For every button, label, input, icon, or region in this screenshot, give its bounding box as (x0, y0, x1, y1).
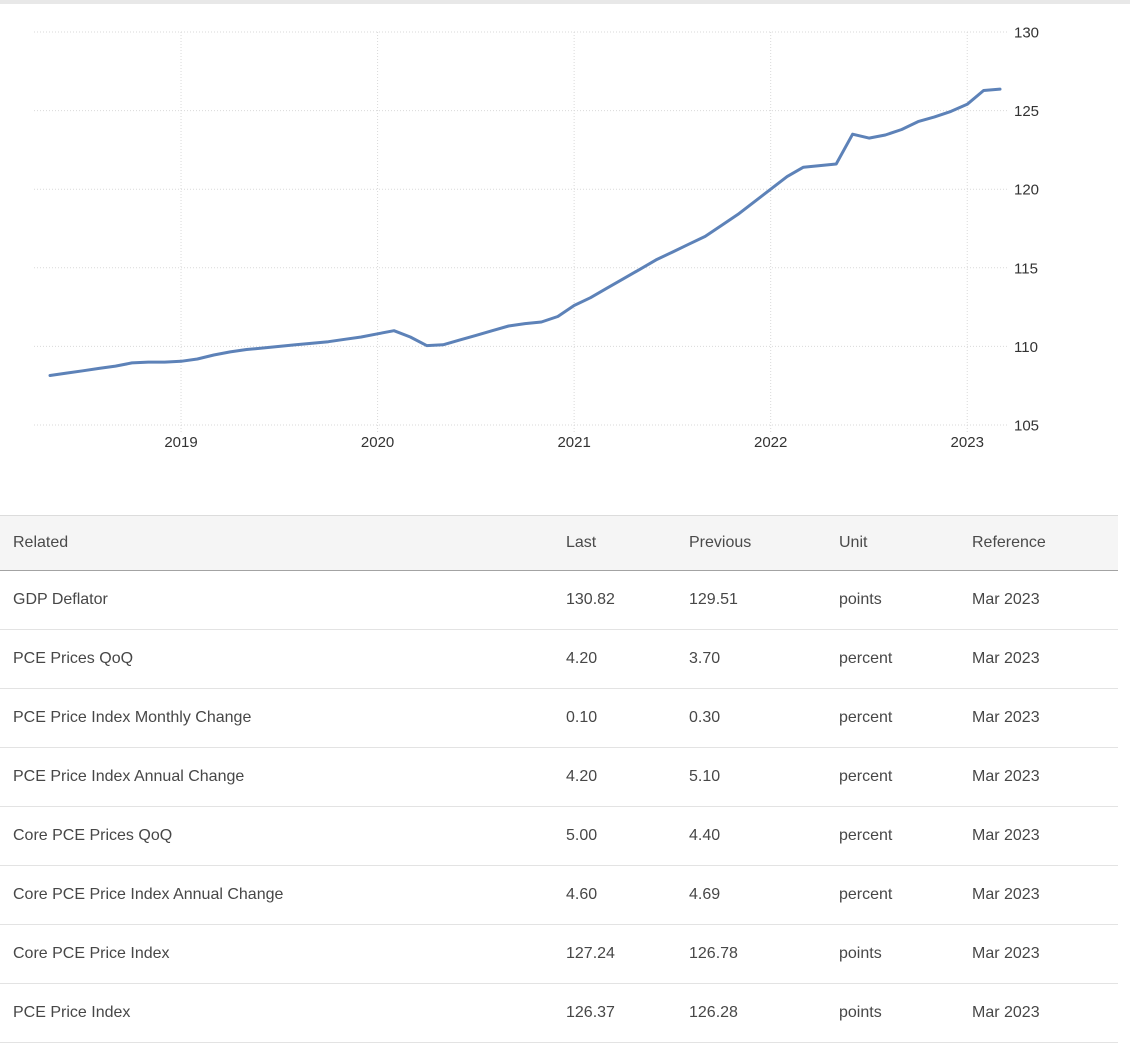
unit-label: percent (839, 806, 972, 866)
col-header-related: Related (0, 515, 566, 571)
last-value: 130.82 (566, 570, 689, 630)
last-value: 4.20 (566, 629, 689, 689)
previous-value: 5.10 (689, 747, 839, 807)
last-value: 0.10 (566, 688, 689, 748)
last-value: 126.37 (566, 983, 689, 1043)
unit-label: percent (839, 747, 972, 807)
table-row: Core PCE Price Index 127.24 126.78 point… (0, 924, 1118, 984)
table-row: Core PCE Prices QoQ 5.00 4.40 percent Ma… (0, 806, 1118, 866)
last-value: 4.60 (566, 865, 689, 925)
last-value: 5.00 (566, 806, 689, 866)
reference-date: Mar 2023 (972, 924, 1118, 984)
x-tick-label: 2021 (557, 434, 590, 451)
previous-value: 4.40 (689, 806, 839, 866)
table-row: GDP Deflator 130.82 129.51 points Mar 20… (0, 570, 1118, 630)
col-header-unit: Unit (839, 515, 972, 571)
table-row: Core PCE Price Index Annual Change 4.60 … (0, 865, 1118, 925)
x-tick-label: 2022 (754, 434, 787, 451)
col-header-last: Last (566, 515, 689, 571)
last-value: 127.24 (566, 924, 689, 984)
unit-label: points (839, 924, 972, 984)
reference-date: Mar 2023 (972, 688, 1118, 748)
previous-value: 4.69 (689, 865, 839, 925)
previous-value: 0.30 (689, 688, 839, 748)
previous-value: 3.70 (689, 629, 839, 689)
previous-value: 126.78 (689, 924, 839, 984)
y-tick-label: 105 (1014, 418, 1039, 435)
y-tick-label: 130 (1014, 25, 1039, 42)
reference-date: Mar 2023 (972, 865, 1118, 925)
indicator-link[interactable]: Core PCE Prices QoQ (0, 806, 566, 866)
pce-price-index-chart[interactable]: 105 110 115 120 125 130 2019 2020 2021 2022 2023 (0, 4, 1130, 464)
table-row: PCE Prices QoQ 4.20 3.70 percent Mar 202… (0, 629, 1118, 689)
y-tick-label: 110 (1014, 339, 1038, 356)
previous-value: 129.51 (689, 570, 839, 630)
y-tick-label: 125 (1014, 103, 1039, 120)
indicator-link[interactable]: GDP Deflator (0, 570, 566, 630)
unit-label: percent (839, 865, 972, 925)
related-indicators-table: Related Last Previous Unit Reference GDP… (0, 515, 1118, 1043)
unit-label: percent (839, 688, 972, 748)
table-header-row: Related Last Previous Unit Reference (0, 515, 1118, 571)
top-scrollbar-track (0, 0, 1130, 4)
indicator-link[interactable]: Core PCE Price Index (0, 924, 566, 984)
x-tick-label: 2019 (164, 434, 197, 451)
col-header-reference: Reference (972, 515, 1118, 571)
table-row: PCE Price Index Monthly Change 0.10 0.30… (0, 688, 1118, 748)
previous-value: 126.28 (689, 983, 839, 1043)
reference-date: Mar 2023 (972, 570, 1118, 630)
x-tick-label: 2023 (951, 434, 984, 451)
unit-label: points (839, 983, 972, 1043)
indicator-link[interactable]: PCE Prices QoQ (0, 629, 566, 689)
reference-date: Mar 2023 (972, 629, 1118, 689)
indicator-link[interactable]: PCE Price Index Annual Change (0, 747, 566, 807)
table-row: PCE Price Index 126.37 126.28 points Mar… (0, 983, 1118, 1043)
unit-label: percent (839, 629, 972, 689)
reference-date: Mar 2023 (972, 983, 1118, 1043)
y-tick-label: 115 (1014, 260, 1038, 277)
x-tick-label: 2020 (361, 434, 394, 451)
indicator-link[interactable]: PCE Price Index Monthly Change (0, 688, 566, 748)
chart-canvas[interactable]: 105 110 115 120 125 130 2019 2020 2021 2022 2023 (0, 4, 1130, 460)
reference-date: Mar 2023 (972, 747, 1118, 807)
unit-label: points (839, 570, 972, 630)
col-header-previous: Previous (689, 515, 839, 571)
last-value: 4.20 (566, 747, 689, 807)
y-tick-label: 120 (1014, 182, 1039, 199)
indicator-link[interactable]: PCE Price Index (0, 983, 566, 1043)
series-line (48, 87, 1002, 377)
table-row: PCE Price Index Annual Change 4.20 5.10 … (0, 747, 1118, 807)
indicator-link[interactable]: Core PCE Price Index Annual Change (0, 865, 566, 925)
reference-date: Mar 2023 (972, 806, 1118, 866)
